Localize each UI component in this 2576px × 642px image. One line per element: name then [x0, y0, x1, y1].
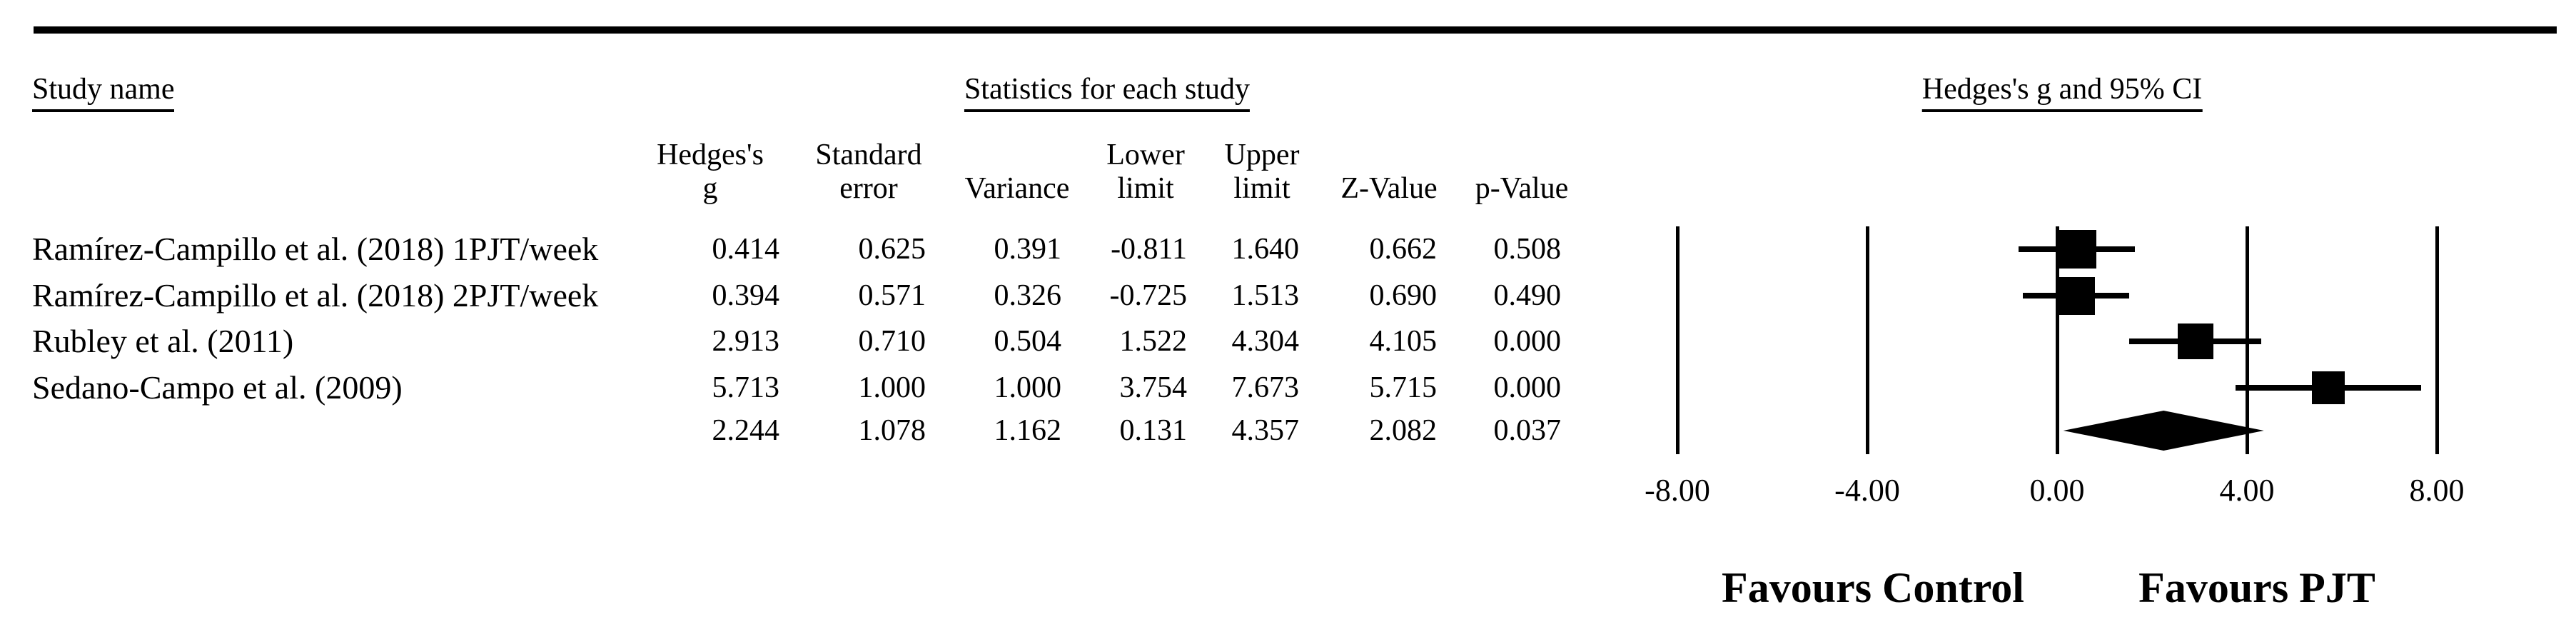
stat-ul: 4.304: [1231, 325, 1300, 358]
stat-ul: 1.513: [1231, 279, 1300, 312]
stat-ll: 3.754: [1119, 371, 1188, 404]
statistics-header: Statistics for each study: [964, 72, 1251, 112]
col-header-upper-limit: limit: [1233, 172, 1290, 205]
stat-z: 0.662: [1369, 233, 1438, 266]
axis-tick-label: -4.00: [1834, 473, 1900, 508]
stat-g: 0.414: [712, 233, 780, 266]
stat-ll: 1.522: [1119, 325, 1188, 358]
stat-z: 4.105: [1369, 325, 1438, 358]
stat-ll: -0.725: [1109, 279, 1188, 312]
stat-var: 0.391: [994, 233, 1062, 266]
stat-var: 1.162: [994, 414, 1062, 447]
stat-z: 5.715: [1369, 371, 1438, 404]
col-header-lower: Lower: [1106, 139, 1185, 171]
col-header-lower-limit: limit: [1117, 172, 1174, 205]
stat-var: 1.000: [994, 371, 1062, 404]
stat-g: 0.394: [712, 279, 780, 312]
axis-gridline: [2056, 226, 2059, 454]
stat-g: 5.713: [712, 371, 780, 404]
stat-g: 2.244: [712, 414, 780, 447]
study-name: Ramírez-Campillo et al. (2018) 2PJT/week: [32, 277, 599, 314]
axis-gridline: [1676, 226, 1680, 454]
col-header-hedges: Hedges's: [657, 139, 764, 171]
favours-control-label: Favours Control: [1722, 564, 2024, 611]
stat-p: 0.037: [1493, 414, 1562, 447]
axis-tick-label: -8.00: [1645, 473, 1710, 508]
stat-ll: -0.811: [1111, 233, 1187, 266]
stat-ul: 1.640: [1231, 233, 1300, 266]
col-header-error: error: [839, 172, 898, 205]
stat-p: 0.490: [1493, 279, 1562, 312]
study-name: Sedano-Campo et al. (2009): [32, 369, 403, 406]
top-rule: [34, 26, 2557, 34]
ci-header: Hedges's g and 95% CI: [1921, 72, 2203, 112]
stat-p: 0.000: [1493, 371, 1562, 404]
stat-var: 0.504: [994, 325, 1062, 358]
col-header-p-value: p-Value: [1475, 172, 1569, 205]
effect-square-marker: [2056, 276, 2095, 315]
stat-se: 0.625: [858, 233, 926, 266]
stat-ul: 4.357: [1231, 414, 1300, 447]
col-header-z-value: Z-Value: [1340, 172, 1438, 205]
favours-pjt-label: Favours PJT: [2138, 564, 2375, 611]
col-header-standard: Standard: [815, 139, 922, 171]
stat-ul: 7.673: [1231, 371, 1300, 404]
col-header-g: g: [702, 172, 718, 205]
axis-tick-label: 4.00: [2219, 473, 2275, 508]
col-header-upper: Upper: [1224, 139, 1300, 171]
stat-p: 0.508: [1493, 233, 1562, 266]
axis-tick-label: 0.00: [2029, 473, 2085, 508]
axis-gridline: [1866, 226, 1869, 454]
study-name: Ramírez-Campillo et al. (2018) 1PJT/week: [32, 231, 599, 267]
effect-square-marker: [2177, 323, 2213, 359]
axis-gridline: [2435, 226, 2439, 454]
stat-g: 2.913: [712, 325, 780, 358]
col-header-variance: Variance: [964, 172, 1070, 205]
stat-z: 0.690: [1369, 279, 1438, 312]
stat-z: 2.082: [1369, 414, 1438, 447]
stat-se: 0.710: [858, 325, 926, 358]
stat-se: 1.078: [858, 414, 926, 447]
stat-se: 0.571: [858, 279, 926, 312]
effect-square-marker: [2311, 371, 2345, 404]
study-name-header: Study name: [32, 72, 175, 112]
stat-p: 0.000: [1493, 325, 1562, 358]
stat-var: 0.326: [994, 279, 1062, 312]
study-name: Rubley et al. (2011): [32, 323, 294, 359]
stat-se: 1.000: [858, 371, 926, 404]
effect-square-marker: [2057, 230, 2096, 269]
stat-ll: 0.131: [1119, 414, 1188, 447]
axis-tick-label: 8.00: [2409, 473, 2465, 508]
